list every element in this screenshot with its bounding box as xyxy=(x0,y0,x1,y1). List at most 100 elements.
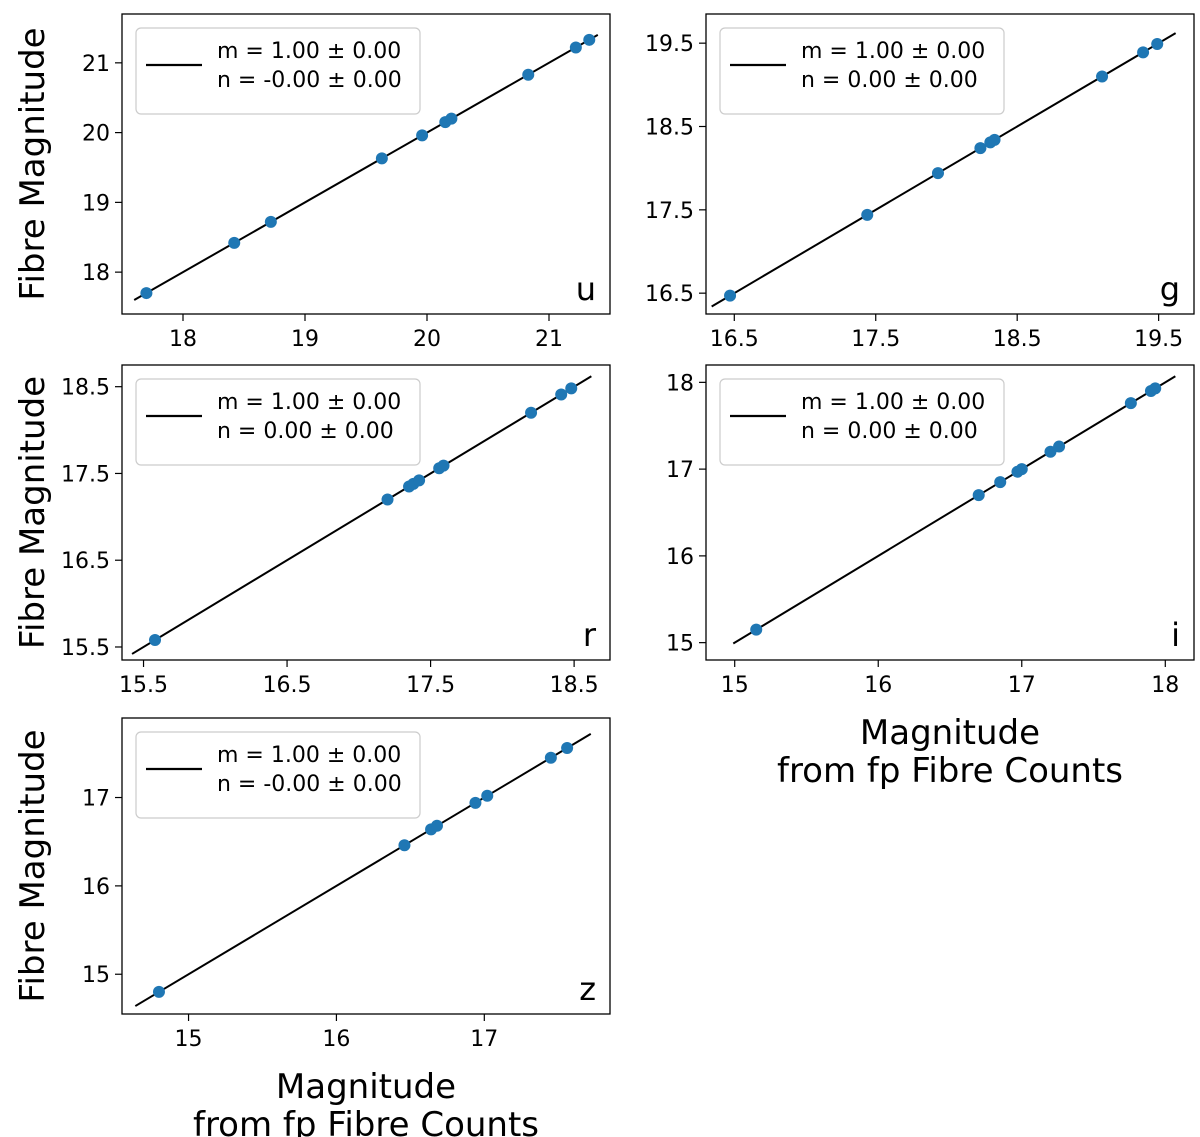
legend-text-n: n = -0.00 ± 0.00 xyxy=(217,68,402,93)
legend-box xyxy=(135,378,421,466)
panel-i: 15 16 17 18 15 16 17 18 i m = 1.00 ± 0.00 n = 0.00… xyxy=(666,364,1195,791)
legend-text-n: n = 0.00 ± 0.00 xyxy=(801,419,978,444)
panel-label: r xyxy=(583,616,597,654)
data-point xyxy=(149,634,162,647)
x-tick-label: 19.5 xyxy=(1134,327,1183,352)
legend-box xyxy=(719,378,1005,466)
legend: m = 1.00 ± 0.00 n = 0.00 ± 0.00 xyxy=(135,378,421,466)
data-point xyxy=(1137,46,1150,59)
y-tick-label: 15 xyxy=(666,632,694,657)
data-point xyxy=(1053,440,1066,453)
data-point xyxy=(1149,382,1162,395)
data-point xyxy=(430,819,443,832)
panel-z: 15 16 17 15 16 17 z m = 1.00 ± 0.00 n = -0.00 ± … xyxy=(13,717,611,1137)
legend-text-m: m = 1.00 ± 0.00 xyxy=(217,743,401,768)
data-point xyxy=(469,796,482,809)
data-point xyxy=(1015,463,1028,476)
y-tick-label: 17 xyxy=(666,458,694,483)
data-point xyxy=(972,489,985,502)
legend-text-n: n = 0.00 ± 0.00 xyxy=(217,419,394,444)
y-tick-label: 15.5 xyxy=(61,636,110,661)
data-point xyxy=(525,406,538,419)
data-point xyxy=(565,382,578,395)
x-tick-label: 16 xyxy=(322,1027,350,1052)
x-axis-label: from fp Fibre Counts xyxy=(193,1105,539,1137)
x-tick-label: 18 xyxy=(169,327,197,352)
data-point xyxy=(416,129,429,142)
data-point xyxy=(375,152,388,165)
data-point xyxy=(994,476,1007,489)
panel-label: z xyxy=(579,970,596,1008)
data-point xyxy=(569,41,582,54)
y-tick-label: 20 xyxy=(82,122,110,147)
x-tick-label: 16.5 xyxy=(710,327,759,352)
y-tick-label: 15 xyxy=(82,963,110,988)
data-point xyxy=(724,289,737,302)
data-point xyxy=(1044,445,1057,458)
data-point xyxy=(750,623,763,636)
legend: m = 1.00 ± 0.00 n = -0.00 ± 0.00 xyxy=(135,731,421,819)
data-point xyxy=(583,33,596,46)
y-tick-label: 19 xyxy=(82,191,110,216)
x-tick-label: 17 xyxy=(470,1027,498,1052)
y-tick-label: 16 xyxy=(666,545,694,570)
y-tick-label: 18 xyxy=(82,261,110,286)
data-point xyxy=(398,839,411,852)
data-point xyxy=(522,68,535,81)
legend: m = 1.00 ± 0.00 n = 0.00 ± 0.00 xyxy=(719,27,1005,115)
fit-line xyxy=(732,375,1176,645)
data-point xyxy=(437,459,450,472)
x-tick-label: 16.5 xyxy=(263,673,312,698)
panel-label: g xyxy=(1160,270,1180,308)
plot-frame xyxy=(121,364,611,661)
panel-g: 16.5 17.5 18.5 19.5 16.5 17.5 18.5 19.5 g m = 1.0… xyxy=(645,13,1195,352)
data-point xyxy=(931,167,944,180)
y-tick-label: 16.5 xyxy=(645,282,694,307)
plot-frame xyxy=(705,364,1195,661)
data-point xyxy=(152,985,165,998)
y-tick-label: 17.5 xyxy=(645,199,694,224)
y-tick-label: 17 xyxy=(82,787,110,812)
y-tick-label: 16 xyxy=(82,875,110,900)
data-point xyxy=(445,112,458,125)
panel-label: i xyxy=(1171,616,1180,654)
legend-text-n: n = 0.00 ± 0.00 xyxy=(801,68,978,93)
x-axis-label: from fp Fibre Counts xyxy=(777,751,1123,791)
x-tick-label: 16 xyxy=(864,673,892,698)
legend-box xyxy=(719,27,1005,115)
y-tick-label: 18 xyxy=(666,371,694,396)
y-tick-label: 19.5 xyxy=(645,32,694,57)
plot-frame xyxy=(121,717,611,1015)
x-tick-label: 18.5 xyxy=(550,673,599,698)
data-point xyxy=(544,751,557,764)
panel-label: u xyxy=(576,270,596,308)
x-tick-label: 20 xyxy=(413,327,441,352)
legend-box xyxy=(135,27,421,115)
x-tick-label: 18.5 xyxy=(993,327,1042,352)
y-tick-label: 21 xyxy=(82,52,110,77)
x-tick-label: 15 xyxy=(721,673,749,698)
data-point xyxy=(264,215,277,228)
y-axis-label: Fibre Magnitude xyxy=(13,27,53,300)
y-tick-label: 18.5 xyxy=(61,376,110,401)
legend-text-m: m = 1.00 ± 0.00 xyxy=(801,390,985,415)
x-axis-label: Magnitude xyxy=(276,1067,456,1107)
plot-frame xyxy=(705,13,1195,315)
x-tick-label: 17.5 xyxy=(406,673,455,698)
x-tick-label: 21 xyxy=(535,327,563,352)
x-tick-label: 19 xyxy=(291,327,319,352)
x-tick-label: 15 xyxy=(175,1027,203,1052)
panel-r: 15.5 16.5 17.5 18.5 15.5 16.5 17.5 18.5 r m = 1.0… xyxy=(13,364,611,698)
data-point xyxy=(140,287,153,300)
x-axis-label: Magnitude xyxy=(860,713,1040,753)
legend-text-m: m = 1.00 ± 0.00 xyxy=(217,39,401,64)
x-tick-label: 17.5 xyxy=(851,327,900,352)
x-tick-label: 15.5 xyxy=(119,673,168,698)
data-point xyxy=(381,493,394,506)
x-tick-label: 18 xyxy=(1151,673,1179,698)
x-tick-label: 17 xyxy=(1008,673,1036,698)
legend: m = 1.00 ± 0.00 n = 0.00 ± 0.00 xyxy=(719,378,1005,466)
data-point xyxy=(1124,397,1137,410)
data-point xyxy=(481,789,494,802)
